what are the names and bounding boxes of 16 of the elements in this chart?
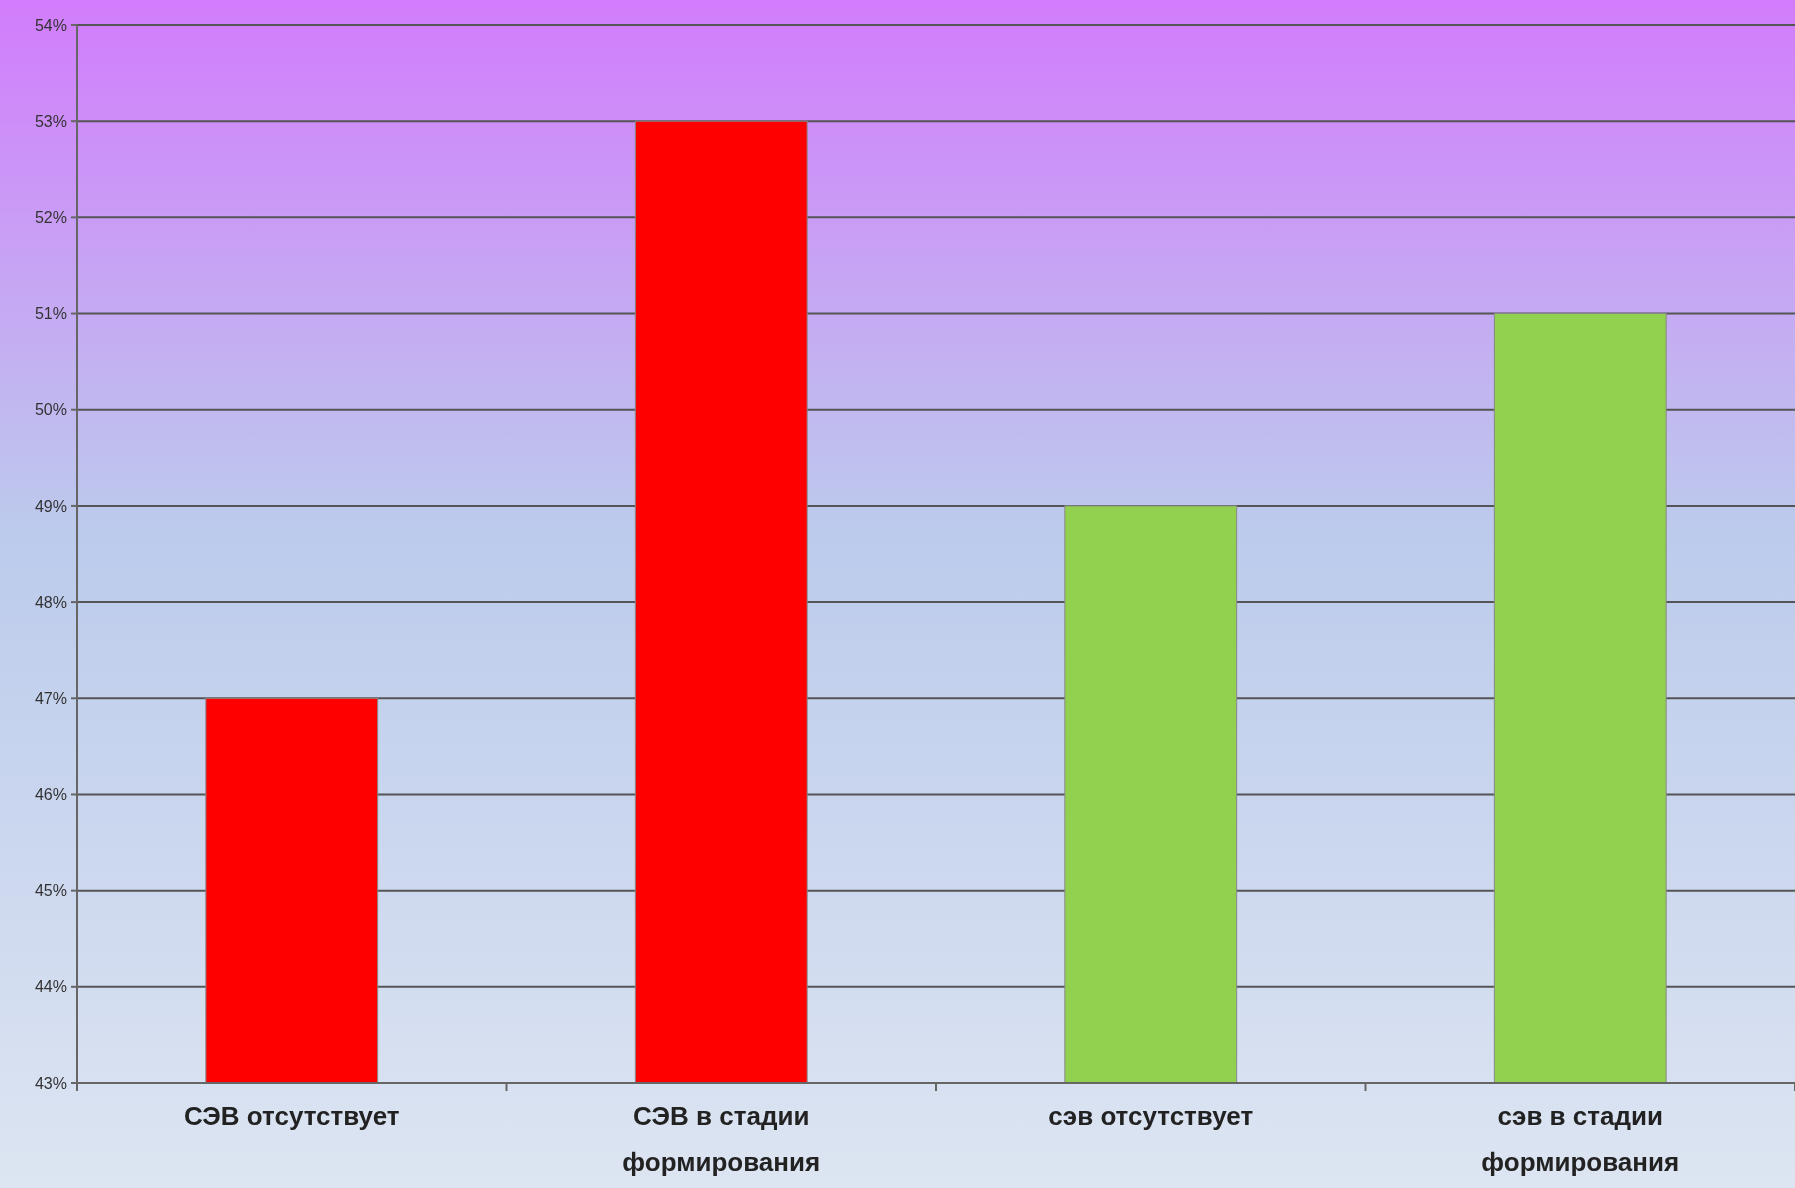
y-tick-label: 47% [34,689,67,707]
y-tick-label: 50% [34,401,67,419]
y-tick-label: 43% [34,1074,67,1092]
y-tick-label: 48% [34,593,67,611]
y-tick-label: 45% [34,882,67,900]
y-tick-label: 49% [34,497,67,515]
x-tick-label: СЭВ отсутствует [183,1101,400,1131]
y-tick-label: 46% [34,786,67,804]
y-tick-label: 53% [34,112,67,130]
y-tick-label: 54% [34,16,67,34]
x-tick-label: сэв отсутствует [1048,1101,1254,1131]
x-tick-label: СЭВ в стадии формирования [622,1101,821,1177]
y-tick-label: 52% [34,208,67,226]
x-tick-label: сэв в стадии формирования [1481,1101,1680,1177]
y-tick-label: 44% [34,978,67,996]
y-tick-label: 51% [34,305,67,323]
